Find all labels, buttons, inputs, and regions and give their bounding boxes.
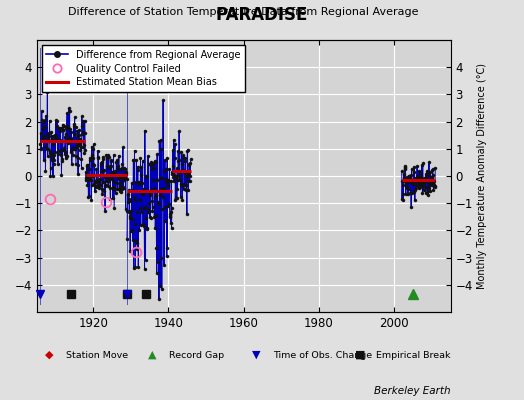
Text: ◆: ◆ bbox=[45, 350, 53, 360]
Difference from Regional Average bbox=[82, 148, 89, 153]
Text: ▲: ▲ bbox=[148, 350, 157, 360]
Text: Time of Obs. Change: Time of Obs. Change bbox=[272, 350, 372, 360]
Title: Difference of Station Temperature Data from Regional Average: Difference of Station Temperature Data f… bbox=[69, 7, 419, 17]
Text: ▼: ▼ bbox=[252, 350, 260, 360]
Difference from Regional Average bbox=[47, 174, 53, 178]
Quality Control Failed bbox=[47, 197, 53, 202]
Line: Quality Control Failed: Quality Control Failed bbox=[45, 194, 141, 257]
Text: Empirical Break: Empirical Break bbox=[376, 350, 451, 360]
Text: PARADISE: PARADISE bbox=[216, 6, 308, 24]
Line: Difference from Regional Average: Difference from Regional Average bbox=[39, 90, 87, 178]
Estimated Station Mean Bias bbox=[37, 138, 43, 143]
Difference from Regional Average bbox=[37, 141, 43, 146]
Quality Control Failed bbox=[133, 250, 139, 254]
Difference from Regional Average bbox=[74, 163, 81, 168]
Difference from Regional Average bbox=[44, 131, 50, 136]
Y-axis label: Monthly Temperature Anomaly Difference (°C): Monthly Temperature Anomaly Difference (… bbox=[477, 63, 487, 289]
Difference from Regional Average bbox=[40, 123, 47, 128]
Quality Control Failed bbox=[103, 200, 110, 204]
Difference from Regional Average bbox=[70, 146, 76, 150]
Difference from Regional Average bbox=[52, 132, 58, 137]
Difference from Regional Average bbox=[74, 141, 80, 146]
Text: Station Move: Station Move bbox=[66, 350, 128, 360]
Text: ■: ■ bbox=[355, 350, 366, 360]
Legend: Difference from Regional Average, Quality Control Failed, Estimated Station Mean: Difference from Regional Average, Qualit… bbox=[41, 45, 245, 92]
Text: Berkeley Earth: Berkeley Earth bbox=[374, 386, 451, 396]
Difference from Regional Average bbox=[44, 90, 50, 94]
Text: Record Gap: Record Gap bbox=[169, 350, 224, 360]
Estimated Station Mean Bias bbox=[82, 138, 89, 143]
